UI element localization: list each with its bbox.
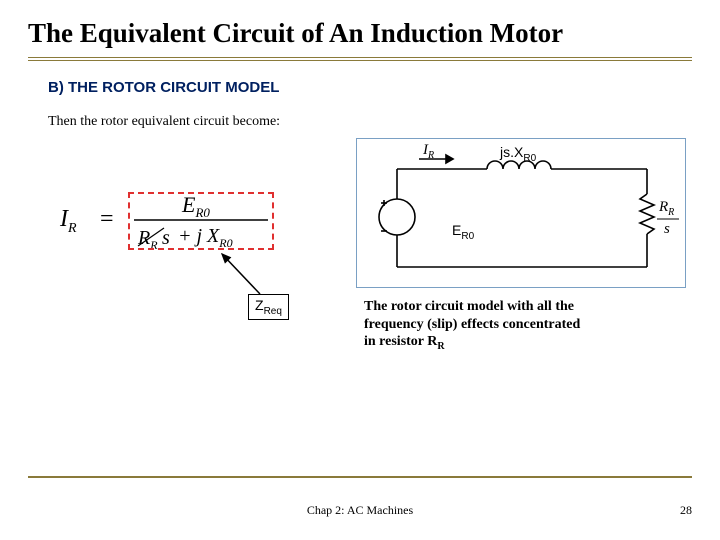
svg-text:IR: IR: [59, 206, 77, 236]
svg-text:RR: RR: [658, 199, 674, 218]
title-rule-bottom: [28, 58, 692, 61]
title-rule-top: The Equivalent Circuit of An Induction M…: [28, 18, 692, 58]
formula-highlight-box: [128, 192, 274, 250]
svg-text:=: =: [100, 206, 114, 232]
content-area: IR = ER0 RR s + j XR0: [28, 138, 692, 398]
page-number: 28: [680, 503, 692, 518]
arrow-icon: [216, 250, 266, 296]
svg-text:s: s: [664, 221, 670, 237]
svg-text:IR: IR: [422, 142, 434, 161]
slide: The Equivalent Circuit of An Induction M…: [0, 0, 720, 540]
formula: IR = ER0 RR s + j XR0: [56, 188, 286, 252]
circuit-caption: The rotor circuit model with all the fre…: [364, 298, 664, 353]
section-subtitle: B) THE ROTOR CIRCUIT MODEL: [48, 79, 692, 96]
bottom-rule: [28, 476, 692, 478]
body-text: Then the rotor equivalent circuit become…: [48, 114, 692, 130]
footer-text: Chap 2: AC Machines: [0, 503, 720, 518]
source-label: ER0: [452, 222, 474, 242]
inductor-label: js.XR0: [500, 144, 536, 164]
page-title: The Equivalent Circuit of An Induction M…: [28, 18, 692, 55]
zreq-label: ZReq: [248, 294, 289, 320]
